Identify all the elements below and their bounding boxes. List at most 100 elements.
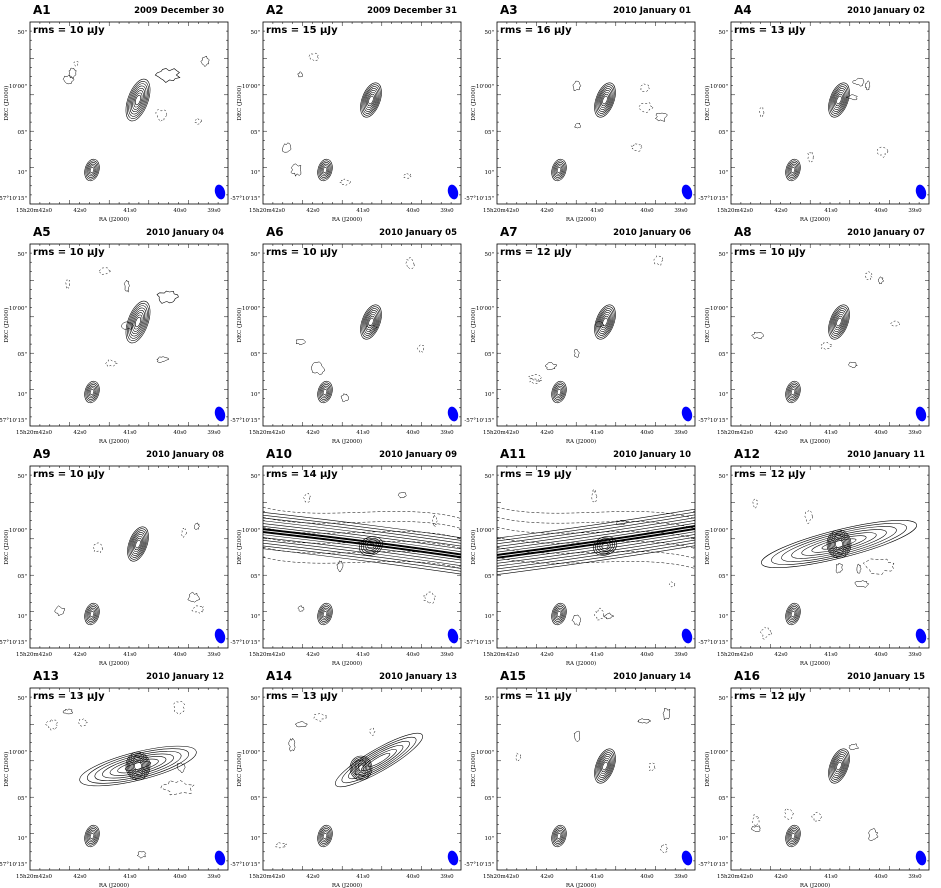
core-contour <box>126 81 150 119</box>
field-source-contour <box>789 165 797 175</box>
beam-ellipse <box>681 628 693 644</box>
plot-frame <box>730 243 930 427</box>
noise-contour <box>123 279 130 293</box>
y-tick-label: -57°10'15" <box>698 196 728 202</box>
x-tick-label: 15h20m42s0 <box>483 430 520 436</box>
beam-ellipse <box>681 406 693 422</box>
x-tick-label: 40s0 <box>173 208 187 214</box>
field-source-contour <box>322 389 328 395</box>
field-source-contour <box>553 606 565 622</box>
core-contour <box>595 306 615 338</box>
panel-a14: 50" 10'00" 05" 10" -57°10'15" DEC (J2000) 15h2… <box>230 666 466 888</box>
plot-frame <box>29 243 229 427</box>
observation-date: 2010 January 08 <box>146 450 224 460</box>
negative-contour <box>263 536 461 549</box>
y-axis-label: DEC (J2000) <box>3 530 10 565</box>
y-tick-label: 10'00" <box>476 306 494 312</box>
y-tick-label: 05" <box>17 796 27 802</box>
y-axis-label: DEC (J2000) <box>3 308 10 343</box>
streak-contour <box>263 534 461 561</box>
negative-contour <box>263 546 461 559</box>
core-contour <box>133 314 143 330</box>
y-tick-label: 10" <box>718 170 728 176</box>
x-tick-label: 39s0 <box>207 430 221 436</box>
plot-frame <box>496 243 696 427</box>
rms-label: rms = 10 μJy <box>33 469 105 480</box>
contour-layer <box>65 267 179 404</box>
core-contour <box>364 90 378 110</box>
x-tick-label: 40s0 <box>874 208 888 214</box>
core-contour <box>128 83 148 117</box>
field-source-contour <box>787 606 799 622</box>
x-tick-label: 40s0 <box>640 652 654 658</box>
x-tick-label: 42s0 <box>540 208 554 214</box>
noise-contour <box>297 71 303 78</box>
field-source-contour <box>786 160 800 180</box>
field-source-contour <box>319 828 331 844</box>
field-source-contour <box>552 160 566 180</box>
field-source-contour <box>551 380 567 404</box>
core-contour <box>128 754 148 778</box>
y-tick-label: 50" <box>484 696 494 702</box>
core-contour <box>593 536 617 556</box>
panel-a13: 50" 10'00" 05" 10" -57°10'15" DEC (J2000) 15h2… <box>0 666 233 888</box>
noise-contour <box>573 730 581 742</box>
jet-contour <box>94 750 182 782</box>
core-contour <box>602 95 608 105</box>
noise-contour <box>62 75 75 85</box>
x-tick-label: 39s0 <box>207 874 221 880</box>
y-tick-label: 10'00" <box>9 528 27 534</box>
x-tick-label: 39s0 <box>908 430 922 436</box>
core-contour <box>835 539 843 549</box>
panel-label: A10 <box>266 447 292 461</box>
core-contour <box>828 304 850 340</box>
x-tick-label: 41s0 <box>824 208 838 214</box>
beam-ellipse <box>915 406 927 422</box>
core-contour <box>830 752 848 780</box>
field-source-contour <box>556 833 562 839</box>
jet-contour <box>102 753 174 779</box>
observation-date: 2009 December 30 <box>134 6 224 16</box>
core-contour <box>826 529 852 559</box>
streak-contour <box>263 526 461 552</box>
field-source-contour <box>785 380 801 404</box>
negative-contour <box>820 342 833 350</box>
field-source-contour <box>321 387 329 397</box>
core-contour <box>832 312 846 332</box>
field-source-contour <box>84 824 100 848</box>
core-contour <box>597 539 613 553</box>
observation-date: 2010 January 13 <box>379 672 457 682</box>
field-source-contour <box>552 382 566 402</box>
y-tick-label: 05" <box>250 130 260 136</box>
x-axis-label: RA (J2000) <box>99 882 129 888</box>
negative-contour <box>339 178 351 186</box>
contour-plot: 50" 10'00" 05" 10" -57°10'15" DEC (J2000) 15h2… <box>0 243 229 445</box>
y-axis-label: DEC (J2000) <box>704 752 711 787</box>
field-source-contour <box>86 384 98 400</box>
contour-plot: 50" 10'00" 05" 10" -57°10'15" DEC (J2000) 15h2… <box>230 465 462 667</box>
contour-plot: 50" 10'00" 05" 10" -57°10'15" DEC (J2000) 15h2… <box>464 465 696 667</box>
negative-contour <box>303 493 311 503</box>
field-source-contour <box>88 165 96 175</box>
contour-layer <box>62 55 210 182</box>
core-contour <box>126 753 150 779</box>
core-contour <box>836 95 842 105</box>
panel-a6: 50" 10'00" 05" 10" -57°10'15" DEC (J2000) 15h2… <box>230 222 466 445</box>
field-source-contour <box>551 158 567 182</box>
contour-plot: 50" 10'00" 05" 10" -57°10'15" DEC (J2000) 15h2… <box>464 243 696 445</box>
panel-a1: 50" 10'00" 05" 10" -57°10'15" DEC (J2000) 15h2… <box>0 0 233 223</box>
negative-contour <box>638 102 654 113</box>
field-source-contour <box>552 604 566 624</box>
x-axis-label: RA (J2000) <box>800 882 830 888</box>
negative-contour <box>630 143 643 152</box>
core-contour <box>597 88 613 112</box>
panel-label: A11 <box>500 447 526 461</box>
x-tick-label: 41s0 <box>590 430 604 436</box>
streak-contour <box>263 517 461 544</box>
rms-label: rms = 12 μJy <box>734 469 806 480</box>
y-tick-label: -57°10'15" <box>230 640 260 646</box>
panel-a11: 50" 10'00" 05" 10" -57°10'15" DEC (J2000) 15h2… <box>464 444 700 667</box>
y-tick-label: 50" <box>484 30 494 36</box>
core-contour <box>365 313 377 331</box>
contour-plot: 50" 10'00" 05" 10" -57°10'15" DEC (J2000) 15h2… <box>698 21 930 223</box>
